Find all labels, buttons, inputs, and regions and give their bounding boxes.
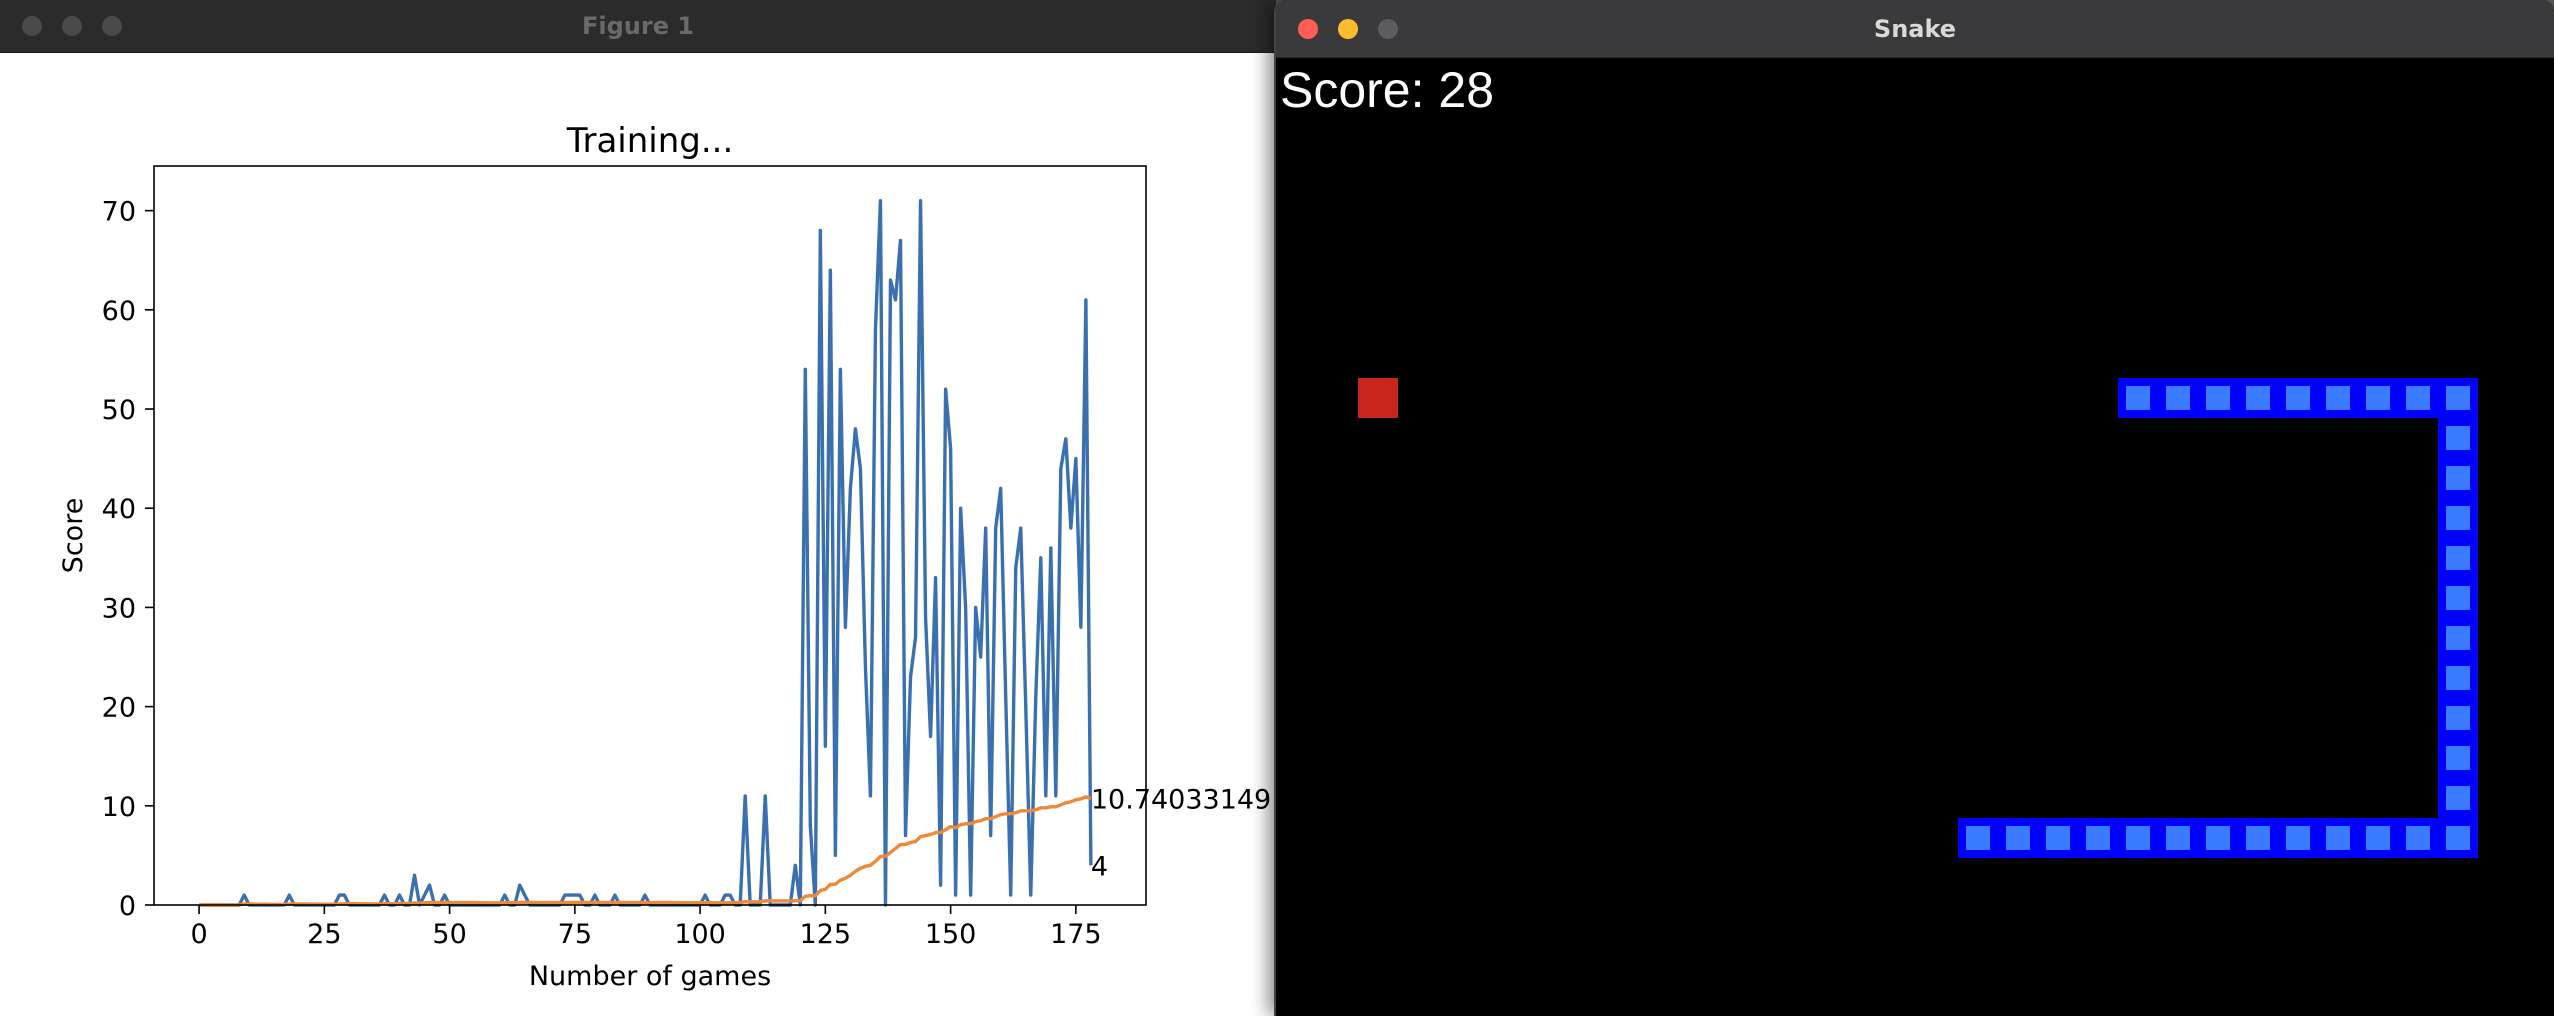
series-line-1 [199,795,1092,907]
snake-segment [2078,818,2118,858]
snake-segment [2398,818,2438,858]
snake-segment [2398,378,2438,418]
snake-segment [2358,818,2398,858]
snake-segment [2438,658,2478,698]
y-tick-label: 0 [119,891,136,922]
x-tick-label: 75 [558,919,592,950]
x-tick-label: 125 [800,919,852,950]
x-tick-label: 25 [307,919,341,950]
plot-frame [153,165,1147,906]
game-board: Score: 28 [1276,58,2554,1016]
series-line-0 [199,199,1093,907]
zoom-button[interactable] [1378,18,1398,39]
chart-title: Training... [566,121,734,161]
snake-segment [2438,618,2478,658]
y-tick-label: 10 [102,792,136,823]
snake-segment [2438,698,2478,738]
snake-segment [2438,538,2478,578]
snake-segment [2438,418,2478,458]
close-button[interactable] [1298,18,1318,39]
y-tick-label: 60 [102,296,136,327]
y-tick-label: 30 [102,593,136,624]
snake-titlebar[interactable]: Snake [1276,0,2554,58]
snake-segment [2438,458,2478,498]
window-controls [22,0,122,52]
window-controls [1298,0,1398,57]
window-title: Snake [1873,14,1957,43]
minimize-button[interactable] [1338,18,1358,39]
end-value-label-1: 10.74033149 [1091,784,1271,815]
zoom-button[interactable] [102,16,122,36]
snake-window: Snake Score: 28 [1274,0,2554,1016]
y-tick-label: 40 [102,494,136,525]
snake-segment [2318,818,2358,858]
x-tick-label: 0 [190,919,207,950]
snake-segment [2158,378,2198,418]
y-axis-label: Score [58,498,89,574]
x-axis-label: Number of games [529,961,771,992]
snake-segment [2438,818,2478,858]
snake-segment [2438,498,2478,538]
snake-segment [2438,778,2478,818]
x-tick-label: 175 [1050,919,1102,950]
snake-segment [2238,378,2278,418]
snake-segment [1998,818,2038,858]
snake-segment [2038,818,2078,858]
x-tick-label: 100 [674,919,726,950]
snake-segment [2198,378,2238,418]
close-button[interactable] [22,16,42,36]
figure-window: Figure 1 0 25 50 75 100 125 150 175 0 10 20 30 40 50 6… [0,0,1276,1016]
score-label: Score: 28 [1280,62,1495,118]
snake-segment [2158,818,2198,858]
y-tick-label: 50 [102,395,136,426]
snake-segment [2118,378,2158,418]
snake-segment [2278,378,2318,418]
snake-segment [2358,378,2398,418]
x-tick-label: 150 [925,919,977,950]
snake-segment [1958,818,1998,858]
food-block [1358,378,1398,418]
snake-segment [2118,818,2158,858]
snake-segment [2318,378,2358,418]
end-value-label-0: 4 [1091,851,1108,882]
x-tick-label: 50 [432,919,466,950]
snake-segment [2278,818,2318,858]
figure-titlebar[interactable]: Figure 1 [0,0,1276,53]
training-chart: 0 25 50 75 100 125 150 175 0 10 20 30 40 50 60 70 Traini… [58,121,1271,992]
snake-segment [2238,818,2278,858]
snake-segment [2438,378,2478,418]
snake-segment [2438,738,2478,778]
y-tick-label: 20 [102,693,136,724]
minimize-button[interactable] [62,16,82,36]
snake-segment [2438,578,2478,618]
window-title: Figure 1 [581,12,695,40]
snake-segment [2198,818,2238,858]
y-tick-label: 70 [102,197,136,228]
